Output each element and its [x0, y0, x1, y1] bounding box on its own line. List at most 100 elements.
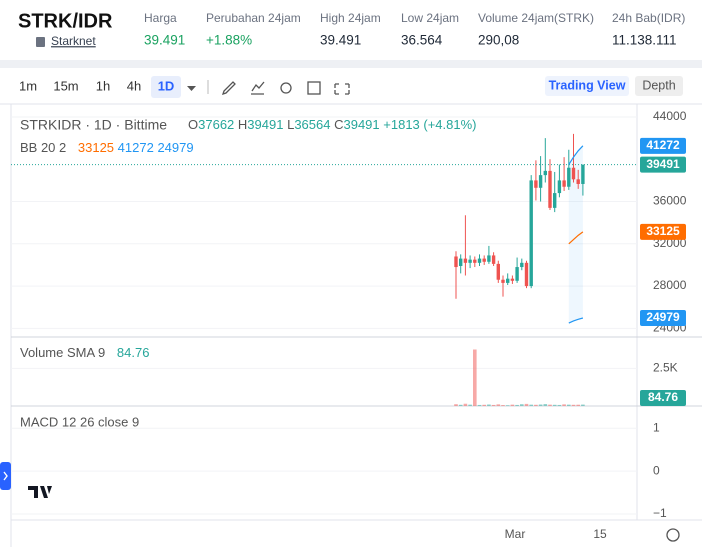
stat-value: +1.88% [206, 33, 252, 48]
candle-body [482, 258, 486, 262]
candle-body [454, 256, 458, 268]
y-tick-label: 1 [653, 420, 660, 434]
volume-bar [473, 349, 477, 406]
ohlc-value: 39491 [247, 117, 283, 132]
ohlc-legend: O37662 H39491 L36564 C39491 +1813 (+4.81… [188, 117, 477, 132]
coin-name[interactable]: Starknet [51, 34, 96, 48]
side-tab-arrow [3, 471, 8, 481]
interval[interactable]: 1m [19, 78, 37, 93]
volume-bar [515, 404, 519, 406]
volume-bar [505, 405, 510, 406]
intervals: 1m 15m 1h 4h 1D [19, 78, 174, 93]
save-icon[interactable] [307, 81, 321, 95]
settings-icon[interactable] [280, 82, 292, 94]
volume-bar [581, 404, 585, 406]
side-tab[interactable] [0, 462, 11, 490]
candle-body [515, 267, 519, 281]
draw-icon[interactable] [221, 81, 236, 96]
candle-body [571, 167, 576, 180]
bb-fill [568, 145, 583, 324]
candle-body [538, 175, 543, 188]
ohlc-label: O [188, 117, 198, 132]
candle-body [510, 278, 515, 281]
x-tick-label: Mar [505, 527, 526, 541]
ohlc-value: 36564 [294, 117, 330, 132]
volume-bar [491, 404, 496, 406]
price-tag: 39491 [646, 157, 680, 171]
candle-body [576, 179, 580, 184]
candle-body [524, 262, 529, 287]
volume-bar [482, 404, 486, 406]
bb-line [568, 317, 584, 324]
candle-body [543, 170, 547, 176]
volume-bar [454, 404, 458, 406]
stat-label: Perubahan 24jam [206, 11, 301, 25]
candle-body [501, 279, 505, 283]
stat-value: 39.491 [144, 33, 185, 48]
volume-bar [510, 404, 515, 406]
y-tick-label: 44000 [653, 109, 687, 123]
interval[interactable]: 1h [96, 78, 110, 93]
volume-bar [538, 404, 543, 406]
candle-body [520, 262, 524, 268]
price-tag-bg [640, 156, 686, 173]
stat-value: 39.491 [320, 33, 361, 48]
volume-bar [501, 405, 505, 406]
bb-value: 33125 [78, 140, 114, 155]
candle-body [534, 180, 538, 188]
candle-body [477, 258, 482, 263]
candle-body [557, 180, 562, 194]
bb-value: 41272 [118, 140, 154, 155]
candle-body [548, 170, 552, 208]
volume-label: Volume SMA 9 [20, 345, 105, 360]
volume-bar [571, 404, 576, 406]
interval[interactable]: 15m [53, 78, 78, 93]
volume-bar [557, 404, 562, 406]
volume-bar [477, 404, 482, 406]
interval[interactable]: 1D [158, 78, 175, 93]
price-tag-bg [640, 309, 686, 326]
y-tick-label: −1 [653, 506, 667, 520]
volume-bar [552, 404, 557, 406]
volume-tag-bg [640, 390, 686, 406]
view-bg [635, 76, 683, 96]
candle-body [567, 167, 571, 187]
volume-bar [524, 403, 529, 406]
stat-label: Harga [144, 11, 177, 25]
y-tick-label: 2.5K [653, 361, 678, 375]
fullscreen-icon[interactable] [334, 83, 350, 95]
x-tick-label: 15 [593, 527, 607, 541]
volume-bar [463, 403, 468, 406]
view-tab[interactable]: Depth [642, 78, 675, 92]
volume-bar [529, 404, 533, 406]
volume-bar [576, 404, 580, 406]
indicator-icon[interactable] [251, 81, 265, 95]
view-bg [545, 76, 629, 96]
ohlc-value: 37662 [198, 117, 234, 132]
volume-bar [458, 404, 463, 406]
pair: STRK/IDR [18, 10, 113, 32]
dropdown[interactable] [187, 86, 196, 91]
candle-body [581, 164, 585, 184]
divider [0, 60, 702, 68]
y-tick-label: 36000 [653, 194, 687, 208]
candle-body [529, 180, 533, 287]
stat-label: Low 24jam [401, 11, 459, 25]
candle-body [473, 259, 477, 263]
price-tag-bg [640, 137, 686, 154]
volume-bar [567, 404, 571, 406]
ohlc-value: 39491 [343, 117, 379, 132]
y-tick-label: 0 [653, 463, 660, 477]
volume-bar [496, 404, 501, 406]
stat-label: High 24jam [320, 11, 381, 25]
volume-bar [520, 404, 524, 406]
ohlc-label: C [334, 117, 343, 132]
candle-body [506, 278, 510, 283]
stat-value: 36.564 [401, 33, 443, 48]
view-tab[interactable]: Trading View [549, 78, 626, 92]
volume-legend: Volume SMA 9 84.76 [20, 345, 149, 360]
settings-icon[interactable] [666, 528, 680, 542]
stat-value: 11.138.111 [612, 33, 677, 48]
volume-tag: 84.76 [648, 390, 678, 404]
interval[interactable]: 4h [127, 78, 141, 93]
